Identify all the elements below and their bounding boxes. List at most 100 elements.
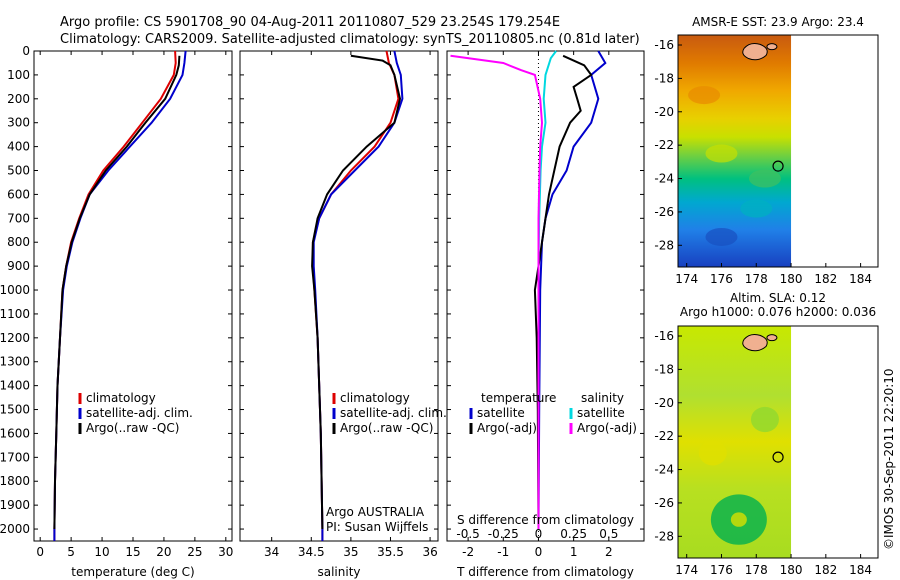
x-tick-label: 178 [745,272,768,286]
land-island [766,334,778,342]
y-tick-label: 1900 [0,498,30,512]
y-tick-label: -18 [654,71,674,85]
map-title: AMSR-E SST: 23.9 Argo: 23.4 [692,15,864,29]
y-tick-label: 900 [7,259,30,273]
x-tick-label: 176 [710,563,733,577]
legend-label: Argo(-adj) [477,421,537,435]
x-tick-label: 176 [710,272,733,286]
y-tick-label: -22 [654,138,674,152]
map-feature [698,440,727,466]
header-line-1: Argo profile: CS 5901708_90 04-Aug-2011 … [60,15,560,30]
y-tick-label: 1800 [0,474,30,488]
legend-group-title: salinity [581,391,624,405]
y-tick-label: -16 [654,38,674,52]
x-tick-label: 2 [605,545,613,559]
annotation-line: PI: Susan Wijffels [326,520,428,534]
y-tick-label: 1700 [0,450,30,464]
y-tick-label: -26 [654,205,674,219]
x-tick-label: 184 [849,563,872,577]
sla-map-panel: 174 176 178 180 182 184 -16 -18 -20 -22 -24 -26 -28 A… [654,291,879,577]
x-tick-label: 36 [422,545,437,559]
y-tick-label: 200 [7,92,30,106]
argo-position-marker [772,451,784,463]
map-subtitle: Argo h1000: 0.076 h2000: 0.036 [680,305,876,319]
x-tick-label: 5 [67,545,75,559]
land-island [742,42,768,61]
y-tick-label: -24 [654,463,674,477]
legend-label: satellite-adj. clim. [340,406,447,420]
x-tick-label: 178 [745,563,768,577]
y-tick-label: -28 [654,238,674,252]
x-tick-label: 10 [94,545,109,559]
y-tick-label: 1000 [0,283,30,297]
x2-tick-label: -0.5 [456,527,479,541]
x-tick-label: 34.5 [298,545,325,559]
y-tick-label: 1600 [0,426,30,440]
map-feature [705,227,738,246]
sst-map-panel: 174 176 178 180 182 184 -16 -18 -20 -22 -24 -26 -28 A… [654,15,879,286]
temperature-panel: 0 5 10 15 20 25 300100200300400500600700800900… [0,44,233,579]
x-tick-label: 30 [218,545,233,559]
y-tick-label: -26 [654,496,674,510]
series-line [311,54,402,530]
series-line [537,50,607,530]
x-tick-label: 182 [814,272,837,286]
map-feature [730,512,747,527]
x-tick-label: -2 [462,545,474,559]
x2-tick-label: 0.25 [560,527,587,541]
x-tick-label: 1 [570,545,578,559]
y-tick-label: 700 [7,211,30,225]
y-tick-label: 1500 [0,403,30,417]
argo-position-marker [772,160,784,172]
land-island [742,333,768,352]
x-tick-label: 174 [675,563,698,577]
header-line-2: Climatology: CARS2009. Satellite-adjuste… [60,32,640,47]
x-tick-label: 35 [343,545,358,559]
series-line [450,54,544,529]
x-tick-label: 15 [125,545,140,559]
series-line [53,50,187,541]
x-tick-label: 34 [264,545,279,559]
x-axis-label: temperature (deg C) [71,565,194,579]
side-credit: ©IMOS 30-Sep-2011 22:20:10 [882,368,896,550]
series-line [533,54,593,530]
y-tick-label: 1100 [0,307,30,321]
map-feature [705,144,738,163]
map-feature [748,169,781,188]
y-tick-label: -28 [654,529,674,543]
difference-panel: -2 -1 0 1 2 T difference from climatology temp… [446,50,645,579]
land-island [766,43,778,51]
map-feature [740,199,773,218]
map-feature [750,406,779,433]
y-tick-label: 600 [7,187,30,201]
x-tick-label: 0 [36,545,44,559]
x2-tick-label: 0.5 [599,527,618,541]
x2-tick-label: -0.25 [488,527,519,541]
legend-label: Argo(..raw -QC) [340,421,433,435]
legend-group-title: temperature [481,391,556,405]
series-line [311,50,400,541]
map-frame [677,325,879,559]
y-tick-label: 0 [22,44,30,58]
map-feature [688,86,721,105]
annotation-line: Argo AUSTRALIA [326,505,425,519]
y-tick-label: 1200 [0,331,30,345]
y-tick-label: -24 [654,172,674,186]
y-tick-label: 1300 [0,355,30,369]
y-tick-label: -22 [654,429,674,443]
x-tick-label: 0 [535,545,543,559]
y-tick-label: -20 [654,105,674,119]
map-title: Altim. SLA: 0.12 [730,291,826,305]
x-tick-label: 182 [814,563,837,577]
plot-frame [239,50,439,542]
x-tick-label: 180 [780,272,803,286]
salinity-panel: 34 34.5 35 35.5 36 salinity climatologysatelli… [239,50,447,579]
legend-label: satellite-adj. clim. [86,406,193,420]
x2-tick-label: 0 [535,527,543,541]
series-line [53,55,181,530]
x-tick-label: 20 [156,545,171,559]
x-tick-label: -1 [497,545,509,559]
x2-axis-label: S difference from climatology [457,513,634,527]
legend-label: climatology [340,391,410,405]
